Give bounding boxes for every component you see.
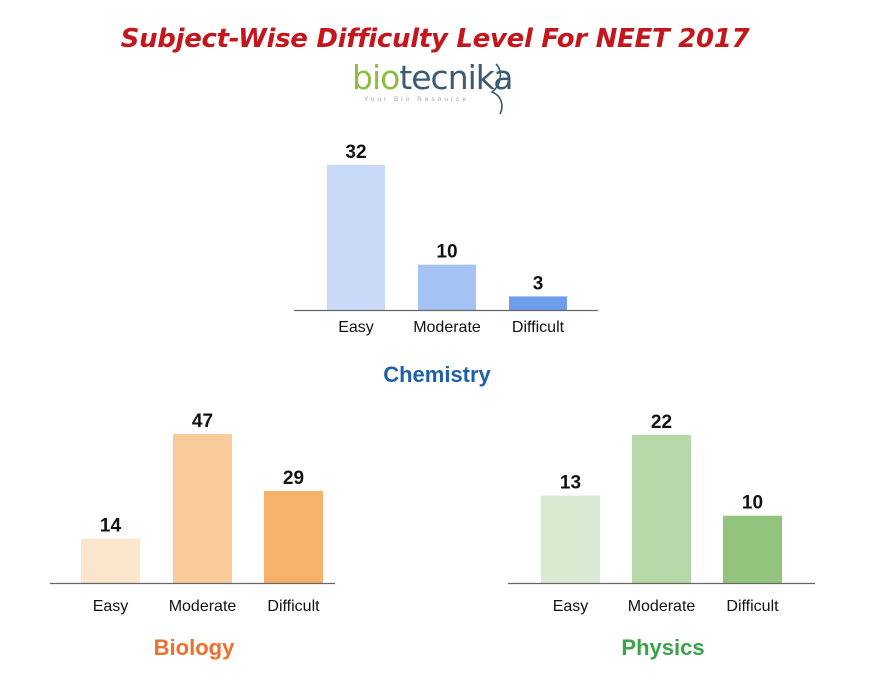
physics-category-label-difficult: Difficult	[726, 598, 779, 615]
physics-value-label-easy: 13	[560, 473, 581, 494]
biology-chart-title: Biology	[154, 635, 235, 660]
chemistry-bar-difficult	[509, 296, 567, 310]
biology-value-label-easy: 14	[100, 516, 122, 537]
chemistry-value-label-easy: 32	[345, 142, 366, 163]
physics-chart-title: Physics	[621, 635, 704, 660]
chemistry-bar-easy	[327, 165, 385, 310]
chemistry-category-label-difficult: Difficult	[512, 319, 565, 336]
biology-value-label-moderate: 47	[192, 411, 213, 432]
biology-chart: 14 Easy 47 Moderate 29 Difficult Biology	[50, 411, 335, 660]
biotecnika-logo: biotecnika Your Bio Resource	[350, 60, 530, 116]
physics-bar-difficult	[723, 515, 782, 583]
chemistry-chart-title: Chemistry	[383, 362, 491, 387]
physics-category-label-moderate: Moderate	[628, 598, 696, 615]
biology-bar-difficult	[264, 491, 323, 583]
chemistry-bar-moderate	[418, 264, 476, 310]
chemistry-category-label-easy: Easy	[338, 319, 374, 336]
chemistry-value-label-moderate: 10	[436, 242, 457, 263]
biology-category-label-moderate: Moderate	[169, 598, 237, 615]
chemistry-chart: 32 Easy 10 Moderate 3 Difficult Chemistry	[294, 142, 598, 387]
physics-chart: 13 Easy 22 Moderate 10 Difficult Physics	[508, 412, 815, 660]
logo-swoosh-icon	[490, 63, 503, 115]
physics-bar-moderate	[632, 435, 691, 583]
logo-bio-text: bio	[352, 58, 400, 97]
logo-tagline: Your Bio Resource	[364, 96, 469, 103]
biology-bar-moderate	[173, 434, 232, 583]
physics-value-label-difficult: 10	[742, 493, 763, 514]
biology-category-label-easy: Easy	[93, 598, 129, 615]
physics-bar-easy	[541, 495, 600, 583]
biology-category-label-difficult: Difficult	[267, 598, 320, 615]
biology-value-label-difficult: 29	[283, 468, 304, 489]
page-title: Subject-Wise Difficulty Level For NEET 2…	[120, 24, 750, 54]
physics-value-label-moderate: 22	[651, 412, 672, 433]
chemistry-category-label-moderate: Moderate	[413, 319, 481, 336]
chemistry-value-label-difficult: 3	[533, 273, 544, 294]
biology-bar-easy	[81, 538, 140, 583]
physics-category-label-easy: Easy	[553, 598, 589, 615]
